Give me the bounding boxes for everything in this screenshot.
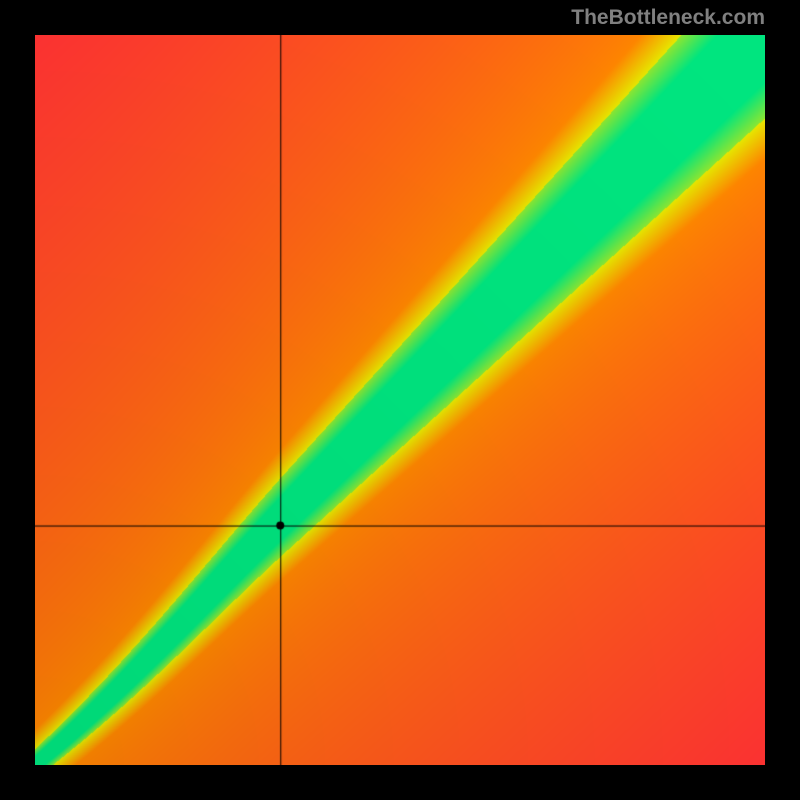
heatmap-canvas: [35, 35, 765, 765]
plot-area: [35, 35, 765, 765]
chart-container: TheBottleneck.com: [0, 0, 800, 800]
watermark-text: TheBottleneck.com: [571, 6, 765, 30]
